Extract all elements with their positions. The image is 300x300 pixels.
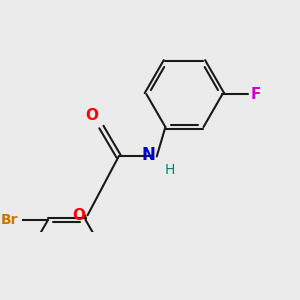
Text: O: O xyxy=(85,108,99,123)
Text: H: H xyxy=(164,163,175,177)
Text: N: N xyxy=(141,146,155,164)
Text: F: F xyxy=(251,87,261,102)
Text: O: O xyxy=(72,208,85,223)
Text: Br: Br xyxy=(1,213,18,227)
